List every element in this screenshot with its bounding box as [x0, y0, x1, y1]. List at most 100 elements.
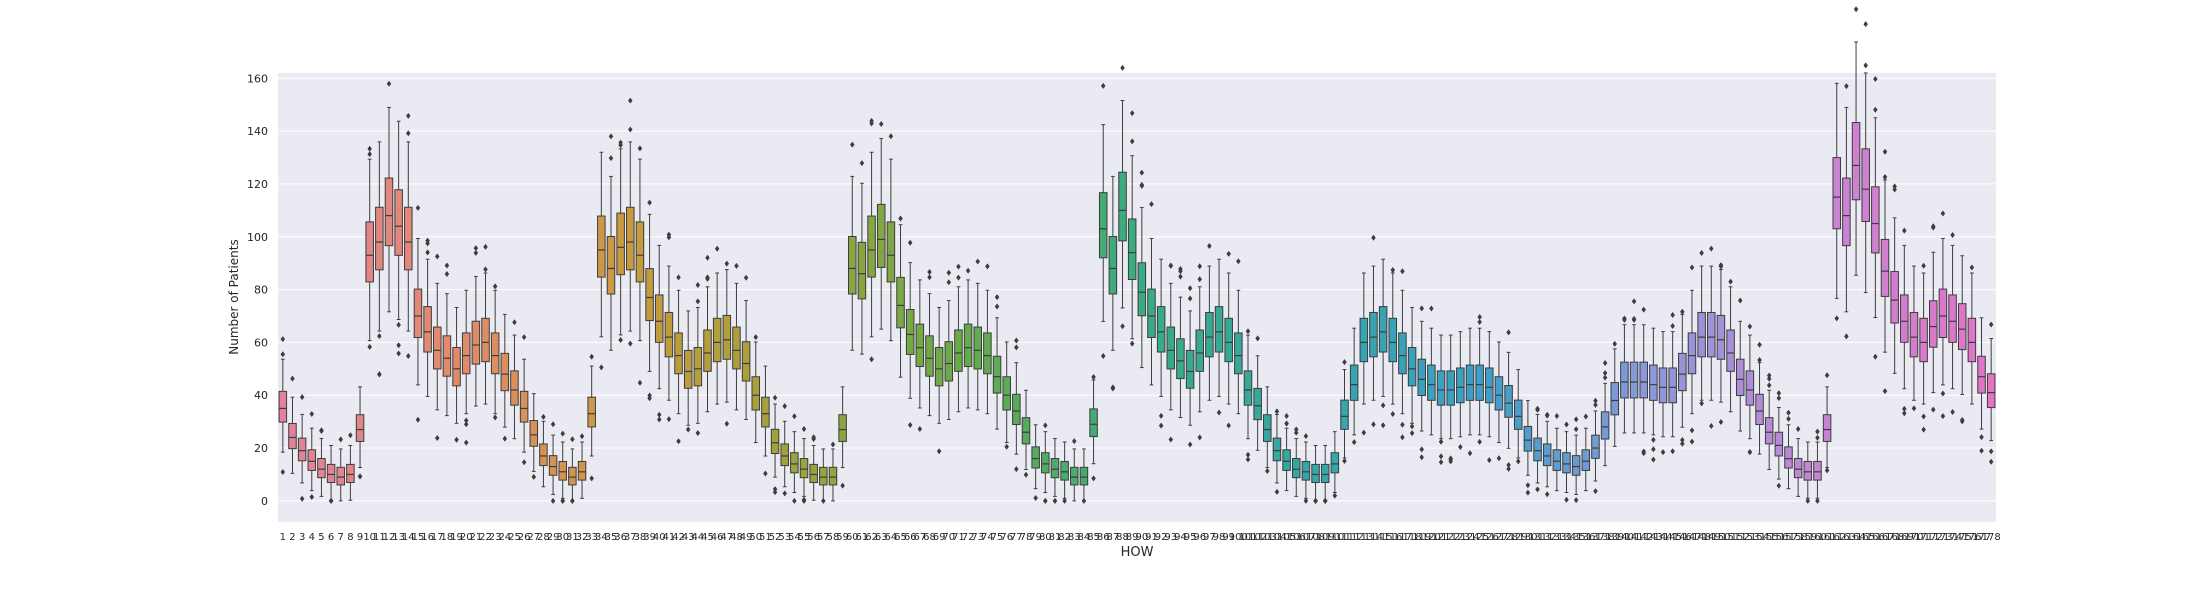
x-tick-labels: 1 2 3 4 5 6 7 8 9 1011121314151617181920212223242… [280, 532, 2001, 543]
outlier-point [956, 274, 961, 281]
outlier-point [1544, 491, 1550, 498]
x-tick-label: 106 [1287, 532, 1306, 543]
box-hour-46 [712, 245, 722, 405]
outlier-point [1709, 245, 1714, 252]
box-hour-178 [1986, 321, 1996, 465]
outlier-point [1631, 316, 1637, 323]
outlier-point [1602, 359, 1608, 366]
outlier-point [541, 413, 546, 420]
box-hour-94 [1176, 266, 1185, 419]
box-hour-36 [616, 139, 625, 343]
x-tick-label: 112 [1345, 532, 1364, 543]
outlier-point [801, 497, 807, 504]
outlier-point [666, 234, 672, 241]
outlier-point [1158, 422, 1164, 429]
box-hour-9 [355, 386, 365, 480]
box-hour-3 [297, 394, 307, 502]
box-hour-39 [645, 199, 654, 402]
box-hour-7 [336, 436, 346, 502]
outlier-point [1969, 264, 1975, 271]
x-tick-label: 64 [885, 532, 898, 543]
box [519, 390, 529, 423]
box [1050, 458, 1060, 479]
outlier-point [319, 427, 324, 434]
box [915, 323, 925, 368]
x-tick-label: 39 [643, 532, 656, 543]
x-tick-label: 96 [1193, 532, 1206, 543]
outlier-point [676, 438, 681, 445]
x-tick-label: 110 [1325, 532, 1344, 543]
outlier-point [1766, 375, 1772, 382]
box-hour-12 [384, 80, 394, 313]
box-hour-130 [1523, 400, 1533, 496]
outlier-point [1043, 422, 1048, 429]
x-tick-label: 97 [1203, 532, 1216, 543]
outlier-point [425, 237, 430, 244]
x-tick-label: 142 [1634, 532, 1653, 543]
box [1031, 446, 1040, 469]
box [1600, 411, 1610, 440]
x-tick-label: 173 [1933, 532, 1952, 543]
box [1234, 332, 1243, 375]
outlier-point [956, 263, 961, 270]
box-hour-68 [925, 269, 934, 417]
x-tick-label: 14 [402, 532, 415, 543]
outlier-point [1168, 436, 1174, 443]
outlier-point [1438, 453, 1444, 460]
box [307, 449, 317, 471]
x-tick-label: 25 [508, 532, 521, 543]
outlier-point [628, 340, 633, 347]
outlier-point [1429, 305, 1434, 312]
outlier-point [1795, 426, 1801, 433]
box-hour-81 [1050, 438, 1060, 504]
box [674, 332, 683, 375]
outlier-point [299, 495, 305, 502]
box [1928, 300, 1938, 348]
outlier-point [1448, 458, 1453, 465]
x-tick-label: 120 [1422, 532, 1441, 543]
outlier-point [1776, 482, 1782, 489]
outlier-point [1670, 322, 1675, 329]
outlier-point [946, 269, 952, 276]
outlier-point [560, 430, 565, 437]
x-tick-label: 160 [1808, 532, 1827, 543]
outlier-point [1245, 451, 1251, 458]
x-tick-label: 82 [1058, 532, 1071, 543]
x-tick-label: 46 [711, 532, 724, 543]
box [1745, 370, 1755, 406]
outlier-point [1757, 357, 1762, 364]
x-tick-label: 79 [1029, 532, 1042, 543]
box-hour-146 [1678, 308, 1687, 447]
outlier-point [377, 333, 382, 340]
box [1822, 414, 1832, 442]
box-hour-108 [1311, 444, 1320, 504]
outlier-point [1390, 267, 1396, 274]
box-hour-4 [307, 410, 317, 501]
outlier-point [1458, 444, 1463, 451]
outlier-point [994, 294, 1000, 301]
box [1668, 367, 1677, 404]
outlier-point [1680, 440, 1685, 447]
y-tick-label: 0 [261, 495, 268, 508]
box-hour-105 [1282, 412, 1291, 492]
x-tick-label: 1 [280, 532, 286, 543]
box-hour-1 [278, 336, 288, 476]
outlier-point [1487, 457, 1492, 464]
box-hour-60 [848, 141, 857, 351]
box-hour-113 [1359, 272, 1369, 436]
x-tick-label: 26 [518, 532, 531, 543]
x-tick-label: 90 [1135, 532, 1148, 543]
x-tick-label: 140 [1615, 532, 1634, 543]
outlier-point [1670, 312, 1675, 319]
outlier-point [830, 441, 836, 448]
outlier-point [415, 204, 421, 211]
outlier-point [406, 353, 411, 360]
outlier-point [1766, 382, 1772, 389]
x-tick-label: 51 [759, 532, 772, 543]
y-tick-label: 160 [247, 72, 268, 85]
outlier-point [676, 274, 681, 281]
x-tick-label: 20 [460, 532, 473, 543]
box [1649, 364, 1658, 401]
box-hour-125 [1475, 314, 1484, 445]
box-hour-15 [413, 204, 423, 423]
